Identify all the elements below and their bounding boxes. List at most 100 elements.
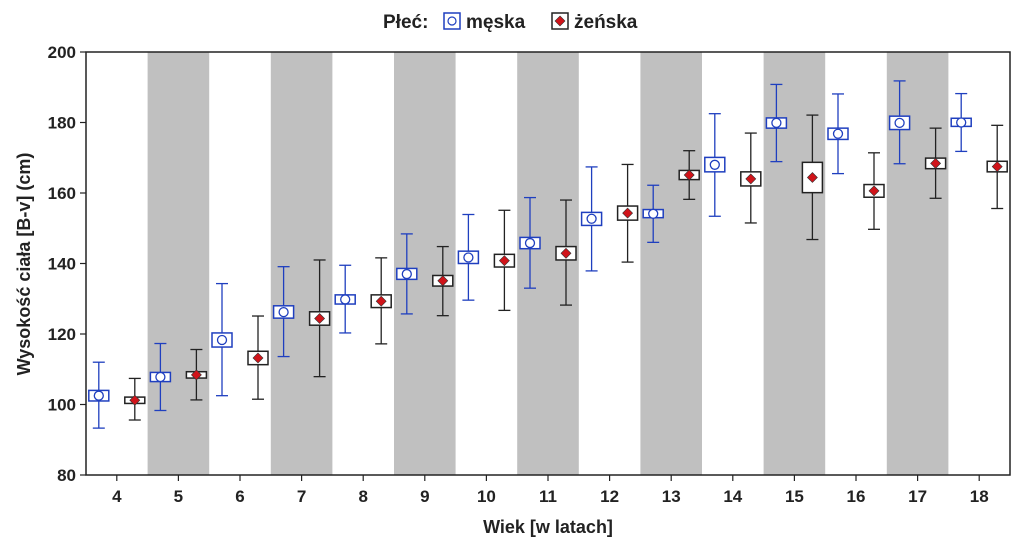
legend: Płeć: męska żeńska bbox=[383, 12, 638, 33]
y-tick-label: 120 bbox=[48, 325, 76, 344]
mean-marker bbox=[868, 185, 880, 197]
mean-marker bbox=[709, 159, 720, 170]
x-tick-label: 9 bbox=[420, 487, 429, 506]
mean-marker bbox=[252, 352, 264, 364]
mean-marker bbox=[216, 334, 228, 346]
x-tick-label: 7 bbox=[297, 487, 306, 506]
box-whisker-15 bbox=[765, 83, 788, 163]
box-whisker-4 bbox=[88, 361, 110, 429]
box-whisker-6 bbox=[247, 315, 269, 400]
mean-marker bbox=[401, 268, 412, 280]
box-whisker-17 bbox=[924, 127, 947, 199]
box-whisker-6 bbox=[211, 282, 233, 397]
mean-marker bbox=[894, 117, 905, 129]
shaded-band-7 bbox=[270, 52, 333, 475]
x-tick-label: 18 bbox=[970, 487, 989, 506]
mean-marker bbox=[278, 306, 289, 318]
box-whisker-13 bbox=[678, 150, 700, 200]
mean-marker bbox=[524, 237, 536, 249]
mean-marker bbox=[463, 252, 474, 263]
legend-item-male: męska bbox=[443, 12, 526, 33]
mean-marker bbox=[648, 208, 659, 219]
mean-marker bbox=[586, 213, 597, 224]
axis-ticks: 80 100 120 140 160 180 200 4 5 6 7 8 9 10 11 12 13 14 15 16… bbox=[48, 43, 989, 506]
x-axis-title: Wiek [w latach] bbox=[483, 517, 613, 537]
legend-item-female: żeńska bbox=[551, 12, 638, 33]
box-whisker-16 bbox=[827, 93, 849, 175]
box-whisker-7 bbox=[308, 259, 331, 378]
y-tick-label: 200 bbox=[48, 43, 76, 62]
box-whisker-14 bbox=[704, 113, 726, 217]
y-tick-label: 100 bbox=[48, 396, 76, 415]
box-whisker-15 bbox=[801, 114, 824, 241]
x-tick-label: 8 bbox=[358, 487, 367, 506]
x-tick-label: 4 bbox=[112, 487, 122, 506]
mean-marker bbox=[771, 117, 782, 129]
x-tick-label: 10 bbox=[477, 487, 496, 506]
box-whisker-11 bbox=[555, 199, 577, 306]
x-tick-label: 13 bbox=[662, 487, 681, 506]
mean-marker bbox=[129, 394, 141, 406]
mean-marker bbox=[745, 173, 757, 185]
mean-marker bbox=[832, 128, 844, 139]
box-whisker-9 bbox=[396, 233, 418, 315]
shaded-bands bbox=[147, 52, 949, 475]
x-tick-label: 11 bbox=[539, 487, 557, 506]
mean-marker bbox=[93, 390, 104, 401]
y-tick-label: 80 bbox=[57, 466, 76, 485]
x-tick-label: 15 bbox=[785, 487, 804, 506]
shaded-band-13 bbox=[640, 52, 702, 475]
x-tick-label: 6 bbox=[235, 487, 244, 506]
box-whisker-18 bbox=[950, 92, 972, 153]
mean-marker bbox=[560, 247, 572, 259]
box-whisker-4 bbox=[124, 377, 146, 421]
box-whisker-13 bbox=[642, 184, 664, 244]
legend-marker-female-diamond bbox=[554, 15, 566, 27]
mean-marker bbox=[991, 161, 1003, 172]
legend-title: Płeć: bbox=[383, 12, 428, 33]
series-female bbox=[124, 114, 1008, 421]
x-tick-label: 17 bbox=[908, 487, 927, 506]
mean-marker bbox=[498, 255, 510, 267]
x-tick-label: 5 bbox=[174, 487, 183, 506]
x-tick-label: 16 bbox=[847, 487, 866, 506]
box-whisker-14 bbox=[740, 132, 762, 224]
shaded-band-11 bbox=[517, 52, 579, 475]
box-whisker-11 bbox=[519, 196, 541, 289]
box-whisker-16 bbox=[863, 152, 885, 230]
shaded-band-5 bbox=[147, 52, 210, 475]
box-whisker-8 bbox=[370, 257, 392, 345]
mean-marker bbox=[930, 157, 942, 169]
legend-label-male: męska bbox=[466, 12, 526, 33]
mean-marker bbox=[437, 275, 449, 287]
box-whisker-12 bbox=[580, 166, 603, 272]
box-whisker-8 bbox=[334, 264, 356, 334]
mean-marker bbox=[340, 294, 351, 305]
y-tick-label: 180 bbox=[48, 114, 76, 133]
box-whisker-10 bbox=[457, 213, 480, 301]
y-tick-label: 140 bbox=[48, 255, 76, 274]
x-tick-label: 12 bbox=[600, 487, 619, 506]
mean-marker bbox=[190, 369, 202, 381]
box-whisker-17 bbox=[888, 80, 911, 165]
box-whisker-5 bbox=[149, 342, 172, 412]
box-whisker-9 bbox=[432, 245, 454, 317]
legend-marker-male-circle bbox=[447, 16, 457, 26]
series-male bbox=[88, 80, 972, 429]
mean-marker bbox=[622, 207, 634, 219]
axis-titles: Wiek [w latach] Wysokość ciała [B-v] (cm… bbox=[14, 153, 613, 537]
y-tick-label: 160 bbox=[48, 184, 76, 203]
mean-marker bbox=[806, 172, 818, 183]
x-tick-label: 14 bbox=[723, 487, 742, 506]
box-whisker-5 bbox=[185, 348, 208, 401]
box-whisker-18 bbox=[986, 124, 1008, 210]
mean-marker bbox=[314, 313, 326, 324]
mean-marker bbox=[683, 169, 695, 181]
mean-marker bbox=[155, 371, 166, 383]
mean-marker bbox=[375, 295, 387, 307]
y-axis-title: Wysokość ciała [B-v] (cm) bbox=[14, 153, 34, 376]
box-whisker-10 bbox=[493, 209, 516, 312]
shaded-band-9 bbox=[394, 52, 456, 475]
